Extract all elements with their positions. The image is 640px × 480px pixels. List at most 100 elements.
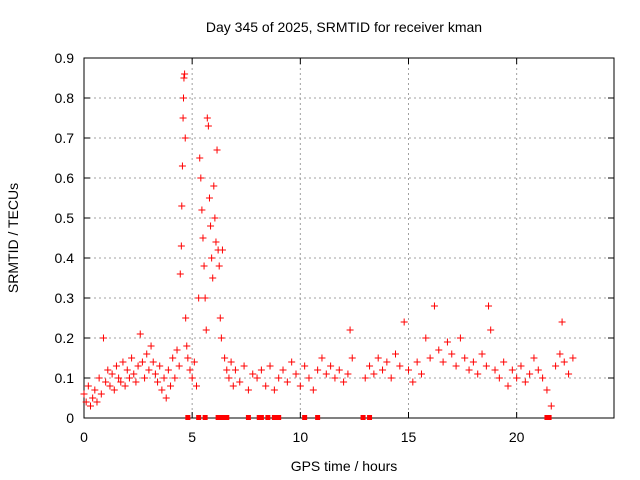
- data-point: [331, 374, 339, 382]
- data-point: [500, 358, 508, 366]
- data-point: [198, 206, 206, 214]
- data-point: [521, 378, 529, 386]
- data-point: [370, 370, 378, 378]
- data-point: [495, 374, 503, 382]
- data-point: [97, 390, 105, 398]
- data-point: [89, 394, 97, 402]
- data-point: [314, 366, 322, 374]
- data-point: [162, 394, 170, 402]
- data-point: [143, 350, 151, 358]
- data-point: [196, 154, 204, 162]
- data-point: [296, 382, 304, 390]
- data-point: [188, 374, 196, 382]
- data-point: [86, 402, 94, 410]
- data-point: [134, 362, 142, 370]
- data-point: [181, 70, 189, 78]
- data-point: [82, 398, 90, 406]
- data-point: [178, 162, 186, 170]
- data-point: [404, 366, 412, 374]
- zero-value-point: [245, 415, 251, 420]
- data-point: [186, 366, 194, 374]
- data-point: [443, 338, 451, 346]
- data-point: [156, 362, 164, 370]
- y-tick-label: 0.4: [55, 250, 75, 266]
- zero-value-point: [360, 415, 366, 420]
- data-point: [208, 254, 216, 262]
- data-point: [482, 362, 490, 370]
- data-point: [102, 378, 110, 386]
- data-point: [485, 302, 493, 310]
- data-point: [379, 366, 387, 374]
- y-axis-label: SRMTID / TECUs: [5, 183, 21, 293]
- data-point: [244, 386, 252, 394]
- data-point: [218, 246, 226, 254]
- data-point: [387, 374, 395, 382]
- data-point: [202, 326, 210, 334]
- data-point: [543, 386, 551, 394]
- data-point: [212, 238, 220, 246]
- data-point: [517, 362, 525, 370]
- data-point: [84, 382, 92, 390]
- data-point: [392, 350, 400, 358]
- data-point: [229, 382, 237, 390]
- zero-value-point: [315, 415, 321, 420]
- data-point: [210, 182, 218, 190]
- data-point: [318, 354, 326, 362]
- data-point: [205, 194, 213, 202]
- data-point: [465, 366, 473, 374]
- data-point: [115, 374, 123, 382]
- data-point: [204, 122, 212, 130]
- data-point: [138, 358, 146, 366]
- x-tick-label: 0: [80, 429, 88, 445]
- data-point: [180, 74, 188, 82]
- data-point: [145, 366, 153, 374]
- data-point: [173, 346, 181, 354]
- data-point: [430, 302, 438, 310]
- data-point: [487, 326, 495, 334]
- data-point: [199, 234, 207, 242]
- data-point: [167, 382, 175, 390]
- data-point: [130, 370, 138, 378]
- y-tick-label: 0.8: [55, 90, 75, 106]
- zero-value-point: [271, 415, 277, 420]
- data-point: [164, 366, 172, 374]
- data-point: [552, 362, 560, 370]
- data-point: [361, 374, 369, 382]
- data-point: [136, 330, 144, 338]
- zero-value-point: [202, 415, 208, 420]
- data-point: [108, 370, 116, 378]
- data-point: [560, 358, 568, 366]
- data-point: [435, 346, 443, 354]
- data-point: [182, 314, 190, 322]
- data-point: [348, 354, 356, 362]
- data-point: [197, 174, 205, 182]
- data-point: [125, 374, 133, 382]
- data-point: [200, 262, 208, 270]
- data-point: [227, 358, 235, 366]
- data-point: [106, 382, 114, 390]
- data-point: [266, 362, 274, 370]
- zero-value-point: [276, 415, 282, 420]
- data-point: [547, 402, 555, 410]
- data-point: [169, 354, 177, 362]
- data-point: [417, 370, 425, 378]
- data-point: [461, 354, 469, 362]
- data-point: [346, 326, 354, 334]
- data-point: [448, 350, 456, 358]
- zero-value-point: [219, 415, 225, 420]
- data-point: [240, 362, 248, 370]
- data-point: [209, 274, 217, 282]
- data-point: [340, 378, 348, 386]
- data-point: [344, 370, 352, 378]
- y-tick-label: 0.9: [55, 50, 75, 66]
- ticks-layer: 0 0.1 0.2 0.3 0.4 0.5 0.6 0.7 0.8 0.9 0 5 10 15 20: [55, 50, 614, 445]
- data-point: [215, 262, 223, 270]
- data-point: [180, 94, 188, 102]
- zero-value-point: [196, 415, 202, 420]
- data-point: [474, 370, 482, 378]
- data-point: [184, 354, 192, 362]
- data-point: [292, 370, 300, 378]
- data-point: [110, 386, 118, 394]
- data-point: [439, 358, 447, 366]
- zero-value-point: [215, 415, 221, 420]
